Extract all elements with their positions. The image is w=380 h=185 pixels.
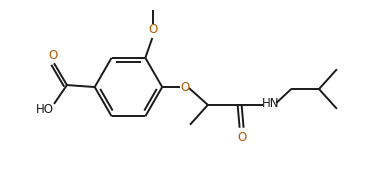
Text: O: O — [48, 49, 58, 62]
Text: HN: HN — [262, 97, 279, 110]
Text: O: O — [237, 131, 246, 144]
Text: HO: HO — [36, 103, 54, 116]
Text: O: O — [149, 23, 158, 36]
Text: O: O — [180, 80, 190, 94]
